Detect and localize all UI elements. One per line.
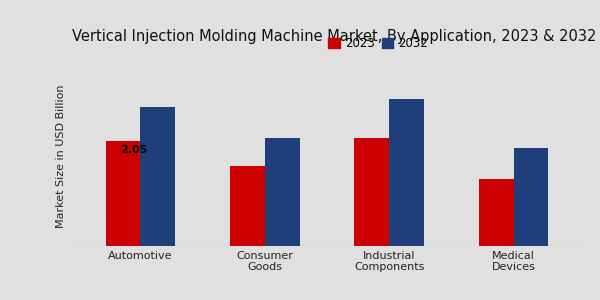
Bar — [355, 138, 389, 246]
Y-axis label: Market Size in USD Billion: Market Size in USD Billion — [56, 84, 67, 228]
Bar — [140, 107, 175, 246]
Text: 2.05: 2.05 — [121, 145, 148, 155]
Bar — [106, 141, 140, 246]
Bar — [514, 148, 548, 246]
Bar — [230, 166, 265, 246]
Text: Vertical Injection Molding Machine Market, By Application, 2023 & 2032: Vertical Injection Molding Machine Marke… — [72, 29, 596, 44]
Legend: 2023, 2032: 2023, 2032 — [323, 32, 433, 55]
Bar — [389, 99, 424, 246]
Bar — [479, 179, 514, 246]
Bar — [265, 138, 299, 246]
